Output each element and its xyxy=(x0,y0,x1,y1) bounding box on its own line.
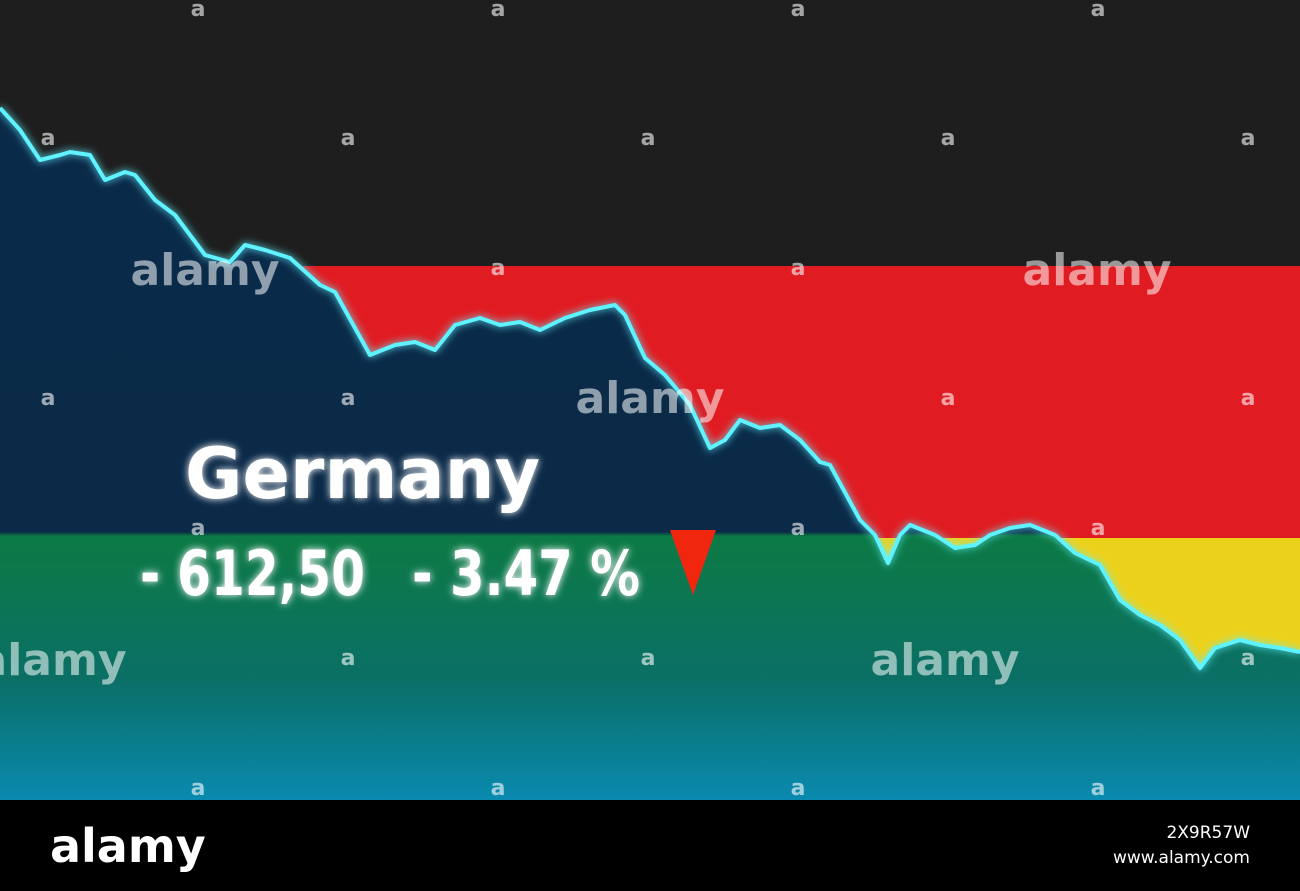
watermark-mark: a xyxy=(791,776,806,801)
watermark-mark: a xyxy=(191,516,206,541)
watermark-mark: a xyxy=(41,126,56,151)
watermark-mark: a xyxy=(641,126,656,151)
watermark-logo: alamy xyxy=(871,635,1020,686)
footer-bar xyxy=(0,800,1300,891)
change-percent: - 3.47 % xyxy=(412,537,640,610)
watermark-mark: a xyxy=(791,256,806,281)
watermark-mark: a xyxy=(1241,386,1256,411)
area-under-line xyxy=(0,108,1300,800)
watermark-mark: a xyxy=(1091,776,1106,801)
watermark-mark: a xyxy=(1241,646,1256,671)
change-value: - 612,50 xyxy=(140,537,365,610)
country-name: Germany xyxy=(185,433,540,515)
watermark-mark: a xyxy=(491,256,506,281)
watermark-mark: a xyxy=(791,0,806,22)
flag-black xyxy=(0,0,1300,266)
watermarks: alamy alamy alamy alamy alamy a a a a a a a a a a a a a a a… xyxy=(0,0,1255,801)
watermark-mark: a xyxy=(1091,516,1106,541)
watermark-logo: alamy xyxy=(131,245,280,296)
watermark-mark: a xyxy=(491,0,506,22)
footer-logo: alamy xyxy=(50,819,206,873)
footer-url: www.alamy.com xyxy=(1113,848,1250,868)
watermark-mark: a xyxy=(1241,126,1256,151)
watermark-logo: alamy xyxy=(0,635,127,686)
watermark-mark: a xyxy=(641,646,656,671)
down-arrow xyxy=(670,530,716,595)
watermark-mark: a xyxy=(341,646,356,671)
watermark-mark: a xyxy=(941,386,956,411)
watermark-mark: a xyxy=(341,386,356,411)
watermark-mark: a xyxy=(941,126,956,151)
watermark-mark: a xyxy=(791,516,806,541)
watermark-mark: a xyxy=(191,776,206,801)
trend-line xyxy=(0,106,1300,670)
watermark-mark: a xyxy=(491,776,506,801)
watermark-mark: a xyxy=(341,126,356,151)
watermark-mark: a xyxy=(1091,0,1106,22)
image-id: 2X9R57W xyxy=(1166,823,1250,843)
watermark-mark: a xyxy=(41,386,56,411)
watermark-mark: a xyxy=(191,0,206,22)
watermark-logo: alamy xyxy=(1023,245,1172,296)
watermark-logo: alamy xyxy=(576,373,725,424)
